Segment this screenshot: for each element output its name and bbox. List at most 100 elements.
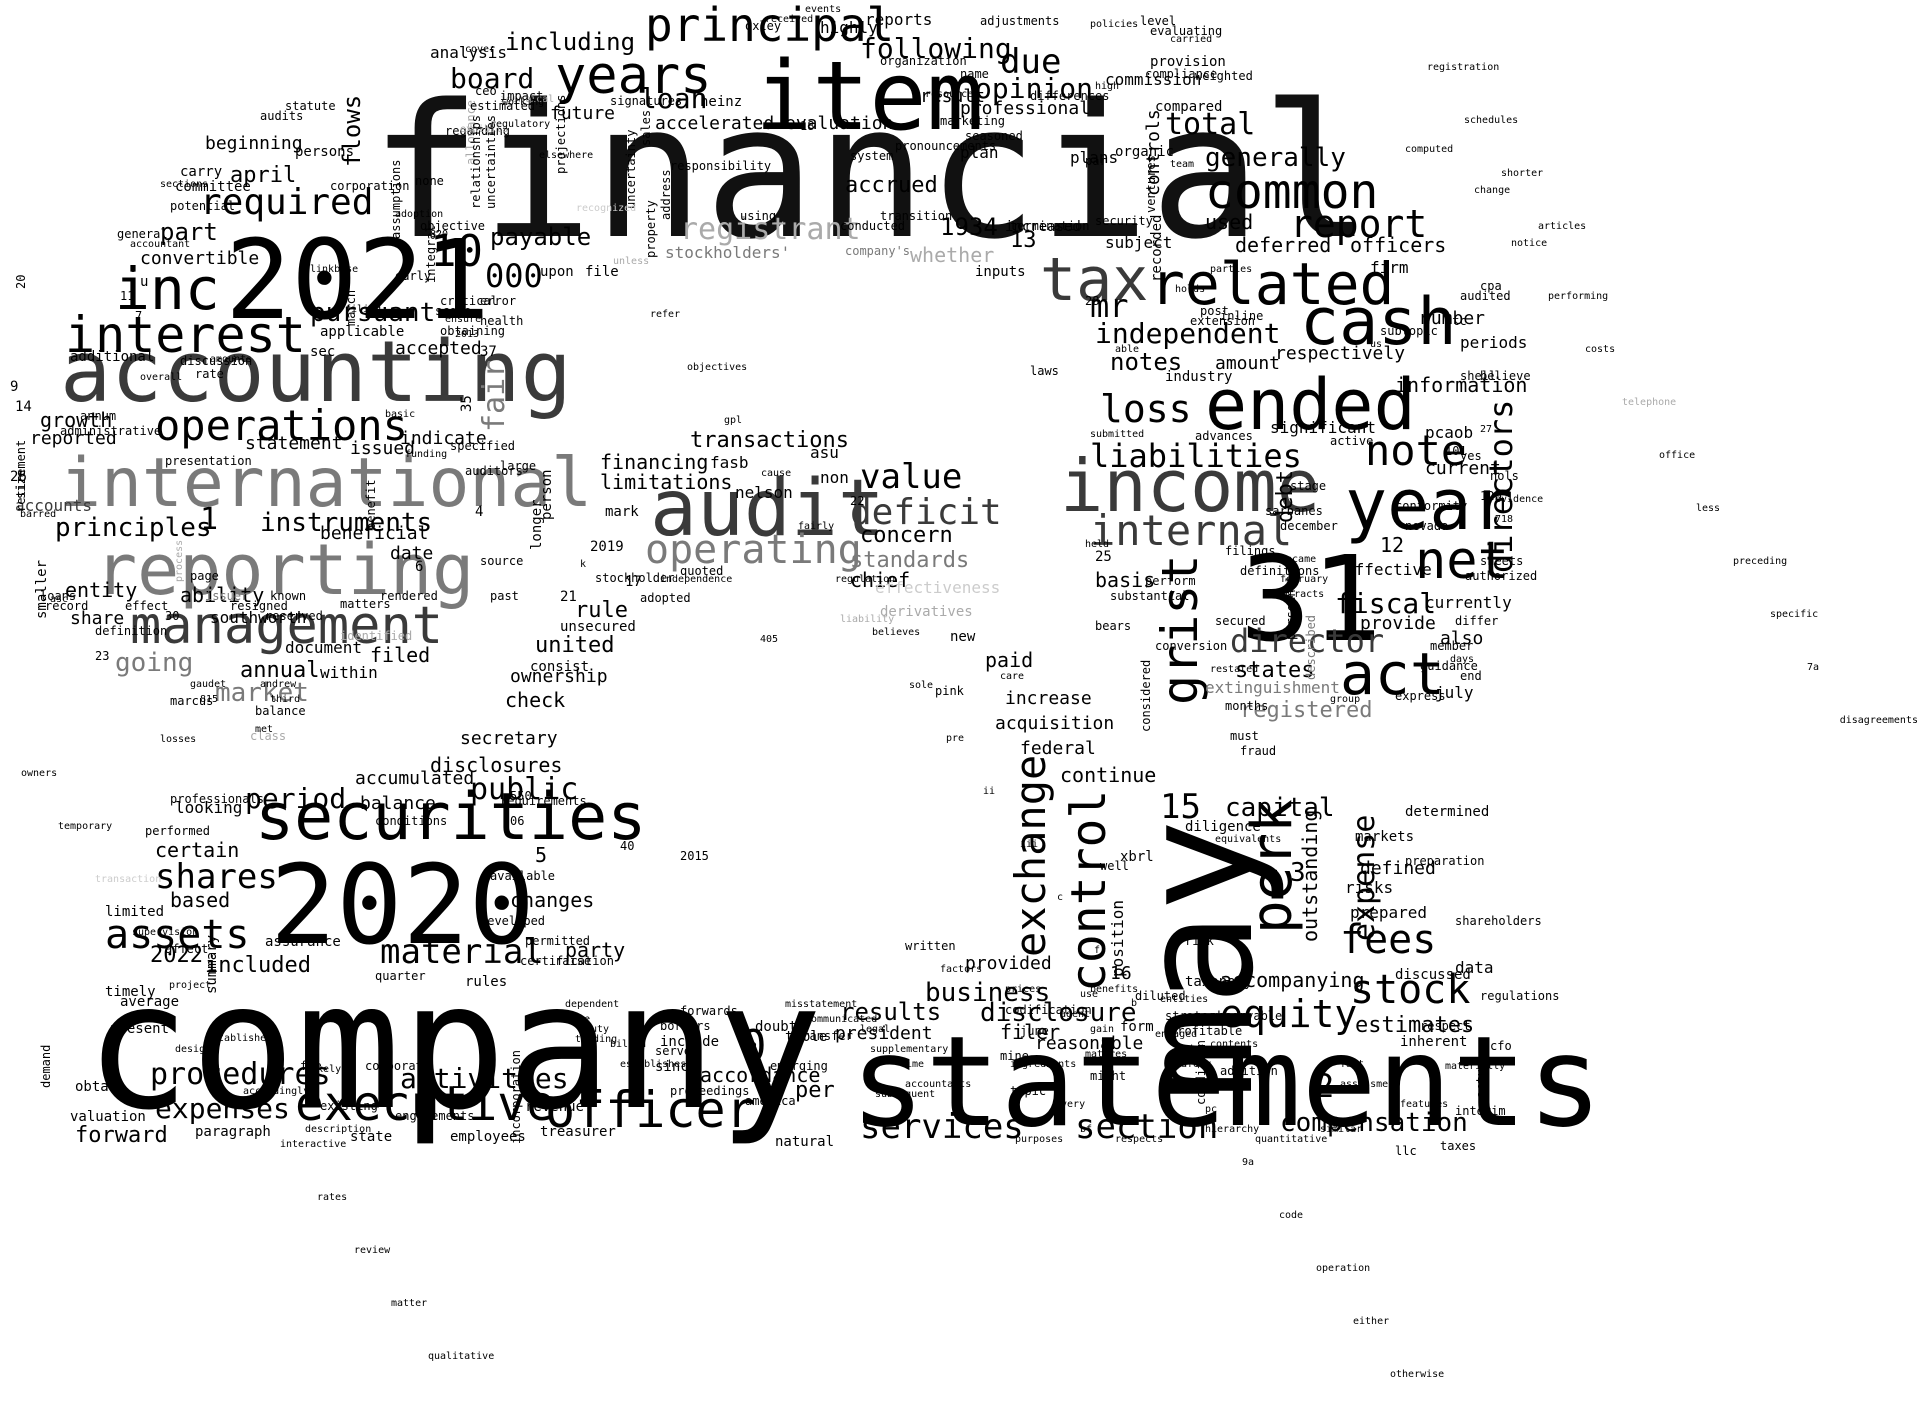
cloud-word: specific: [1770, 609, 1819, 620]
cloud-word: overall: [140, 372, 183, 383]
cloud-word: 2022: [150, 943, 203, 968]
cloud-word: forwards: [680, 1004, 738, 1018]
cloud-word: information: [1395, 373, 1528, 397]
cloud-word: performed: [145, 824, 211, 838]
cloud-word: convertible: [140, 248, 260, 269]
cloud-word: resources: [925, 89, 980, 100]
cloud-word: well: [1100, 859, 1129, 873]
cloud-word: guidance: [1420, 659, 1478, 673]
cloud-word: held: [1085, 539, 1110, 550]
cloud-word: reasonable: [1035, 1033, 1144, 1054]
cloud-word: able: [1115, 344, 1140, 355]
cloud-word: conducted: [840, 219, 906, 233]
cloud-word: expenses: [155, 1092, 290, 1125]
cloud-word: regulation: [835, 574, 896, 585]
cloud-word: cpa: [1480, 279, 1502, 293]
cloud-word: prepared: [1350, 903, 1428, 922]
cloud-word: raise: [555, 954, 592, 968]
cloud-word: prices: [1005, 984, 1042, 995]
cloud-word: inline: [1220, 309, 1264, 323]
cloud-word: exchange: [1006, 754, 1055, 957]
cloud-word: termination: [1010, 219, 1090, 233]
cloud-word: mine: [1000, 1049, 1029, 1063]
cloud-word: became: [1280, 554, 1317, 565]
cloud-word: assumptions: [389, 159, 403, 240]
cloud-word: bf: [1080, 1124, 1093, 1135]
cloud-word: address: [659, 169, 673, 221]
cloud-word: matters: [340, 597, 391, 611]
cloud-word: beneficial: [320, 523, 429, 544]
cloud-word: 000: [485, 257, 543, 295]
cloud-word: 14: [15, 399, 32, 415]
cloud-word: change: [1474, 185, 1511, 196]
cloud-word: agent: [1060, 1009, 1091, 1020]
cloud-word: acquisition: [995, 713, 1115, 734]
cloud-word: codification: [1005, 1003, 1092, 1017]
cloud-word: future: [550, 103, 616, 124]
cloud-word: hierarchy: [1205, 1124, 1260, 1135]
cloud-word: instruments: [260, 508, 433, 538]
cloud-word: 820: [430, 229, 449, 240]
cloud-word: record: [45, 599, 89, 613]
cloud-word: losses: [160, 734, 197, 745]
cloud-word: considered: [1139, 659, 1153, 732]
cloud-word: preparation: [1405, 854, 1485, 868]
cloud-word: 5: [535, 843, 548, 867]
cloud-word: limitations: [600, 470, 733, 494]
cloud-word: subject: [1105, 233, 1173, 252]
cloud-word: 21: [560, 589, 577, 605]
cloud-word: 2020: [270, 841, 535, 969]
cloud-word: accepted: [395, 338, 482, 359]
cloud-word: generally: [1205, 143, 1346, 173]
cloud-word: rules: [465, 974, 508, 990]
cloud-word: continue: [1060, 763, 1157, 787]
cloud-word: condition: [1194, 1039, 1208, 1105]
cloud-word: since: [655, 1059, 698, 1075]
cloud-word: holds: [1175, 284, 1206, 295]
cloud-word: issuer: [205, 589, 249, 603]
cloud-word: certain: [155, 838, 240, 862]
cloud-word: incorporation: [509, 1049, 523, 1144]
cloud-word: computed: [1405, 144, 1454, 155]
cloud-word: longer: [529, 499, 545, 551]
cloud-word: going: [115, 648, 194, 678]
cloud-word: yes: [1460, 449, 1482, 463]
cloud-word: president: [835, 1023, 933, 1044]
cloud-word: secured: [1215, 614, 1266, 628]
cloud-word: oxley: [745, 19, 782, 33]
cloud-word: reserved: [265, 609, 323, 623]
cloud-word: stage: [1290, 479, 1327, 493]
cloud-word: february: [1280, 574, 1329, 585]
cloud-word: entities: [1160, 994, 1209, 1005]
cloud-word: new: [950, 629, 976, 645]
cloud-word: matures: [1085, 1049, 1128, 1060]
cloud-word: pc: [1205, 1104, 1218, 1115]
cloud-word: marketing: [940, 114, 1006, 128]
cloud-word: us: [1370, 339, 1383, 350]
cloud-word: time: [900, 1059, 925, 1070]
cloud-word: assets: [105, 912, 250, 958]
cloud-word: basis: [1095, 568, 1156, 592]
cloud-word: requirements: [500, 794, 587, 808]
cloud-word: 20: [14, 274, 28, 290]
cloud-word: temporary: [58, 821, 113, 832]
cloud-word: risk: [1185, 934, 1214, 948]
cloud-word: factors: [940, 964, 983, 975]
cloud-word: engaged: [1155, 1029, 1198, 1040]
cloud-word: topic: [1010, 1084, 1047, 1098]
cloud-word: carried: [1170, 34, 1213, 45]
cloud-word: regulatory: [490, 119, 551, 130]
cloud-word: 718: [1495, 514, 1514, 525]
cloud-word: act: [1340, 640, 1445, 708]
cloud-word: financial: [370, 64, 1373, 280]
cloud-word: barred: [20, 509, 57, 520]
cloud-word: accelerated: [655, 113, 775, 134]
cloud-word: basic: [385, 409, 416, 420]
cloud-word: asc: [50, 594, 69, 605]
cloud-word: industry: [1165, 369, 1233, 385]
cloud-word: days: [1450, 654, 1475, 665]
cloud-word: might: [1090, 1069, 1127, 1083]
cloud-word: benefit: [364, 479, 378, 531]
cloud-word: risks: [1345, 878, 1394, 897]
cloud-word: nelson: [735, 483, 793, 502]
